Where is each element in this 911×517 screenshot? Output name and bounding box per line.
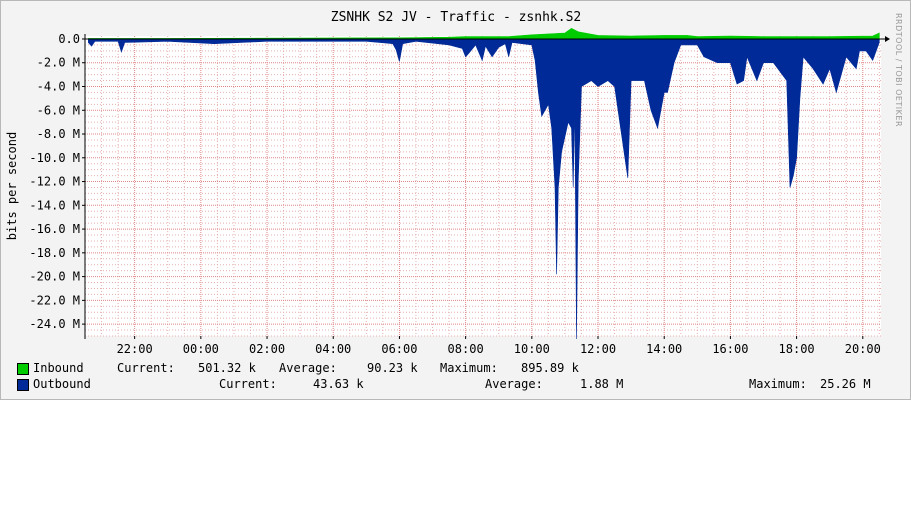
y-tick-label: -6.0 M bbox=[37, 103, 80, 117]
x-tick-label: 20:00 bbox=[845, 342, 881, 356]
y-axis-label: bits per second bbox=[5, 132, 19, 240]
y-tick-label: -12.0 M bbox=[29, 175, 80, 189]
inbound-current-label: Current: bbox=[117, 361, 175, 375]
outbound-current-label: Current: bbox=[219, 377, 277, 391]
inbound-maximum-value: 895.89 k bbox=[521, 361, 579, 375]
x-tick-label: 18:00 bbox=[779, 342, 815, 356]
inbound-name: Inbound bbox=[33, 361, 84, 375]
y-tick-label: -4.0 M bbox=[37, 79, 80, 93]
outbound-current-value: 43.63 k bbox=[313, 377, 364, 391]
legend-row-inbound: Inbound Current: 501.32 k Average: 90.23… bbox=[17, 361, 579, 375]
outbound-name: Outbound bbox=[33, 377, 91, 391]
plot-area bbox=[85, 36, 881, 336]
inbound-maximum-label: Maximum: bbox=[440, 361, 498, 375]
x-tick-label: 00:00 bbox=[183, 342, 219, 356]
outbound-average-value: 1.88 M bbox=[580, 377, 624, 391]
x-tick-label: 14:00 bbox=[646, 342, 682, 356]
inbound-swatch bbox=[17, 363, 29, 375]
y-tick-label: 0.0 bbox=[58, 32, 80, 46]
x-tick-label: 08:00 bbox=[448, 342, 484, 356]
x-tick-label: 16:00 bbox=[712, 342, 748, 356]
series-area-inbound bbox=[87, 27, 880, 40]
x-tick-label: 12:00 bbox=[580, 342, 616, 356]
legend-row-outbound: Outbound Current: 43.63 k Average: 1.88 … bbox=[17, 377, 871, 391]
y-tick-label: -20.0 M bbox=[29, 270, 80, 284]
inbound-average-value: 90.23 k bbox=[367, 361, 418, 375]
series-area-outbound bbox=[87, 38, 880, 340]
chart-title: ZSNHK S2 JV - Traffic - zsnhk.S2 bbox=[331, 10, 581, 25]
y-tick-label: -8.0 M bbox=[37, 127, 80, 141]
x-tick-label: 06:00 bbox=[381, 342, 417, 356]
outbound-maximum-value: 25.26 M bbox=[820, 377, 871, 391]
x-tick-label: 04:00 bbox=[315, 342, 351, 356]
outbound-average-label: Average: bbox=[485, 377, 543, 391]
y-tick-label: -10.0 M bbox=[29, 151, 80, 165]
x-tick-label: 02:00 bbox=[249, 342, 285, 356]
outbound-maximum-label: Maximum: bbox=[749, 377, 807, 391]
rrdtool-watermark: RRDTOOL / TOBI OETIKER bbox=[894, 13, 903, 128]
x-tick-label: 22:00 bbox=[117, 342, 153, 356]
y-tick-label: -16.0 M bbox=[29, 222, 80, 236]
y-tick-label: -18.0 M bbox=[29, 246, 80, 260]
y-tick-label: -22.0 M bbox=[29, 293, 80, 307]
inbound-current-value: 501.32 k bbox=[198, 361, 256, 375]
y-tick-label: -14.0 M bbox=[29, 198, 80, 212]
traffic-chart: 0.0 -2.0 M -4.0 M -6.0 M -8.0 M -10.0 M -12.0 … bbox=[5, 10, 890, 356]
x-axis-arrow bbox=[885, 35, 890, 42]
y-tick-label: -24.0 M bbox=[29, 317, 80, 331]
graph-frame: 0.0 -2.0 M -4.0 M -6.0 M -8.0 M -10.0 M -12.0 … bbox=[0, 0, 911, 400]
outbound-swatch bbox=[17, 379, 29, 391]
x-tick-label: 10:00 bbox=[514, 342, 550, 356]
inbound-average-label: Average: bbox=[279, 361, 337, 375]
y-tick-label: -2.0 M bbox=[37, 56, 80, 70]
